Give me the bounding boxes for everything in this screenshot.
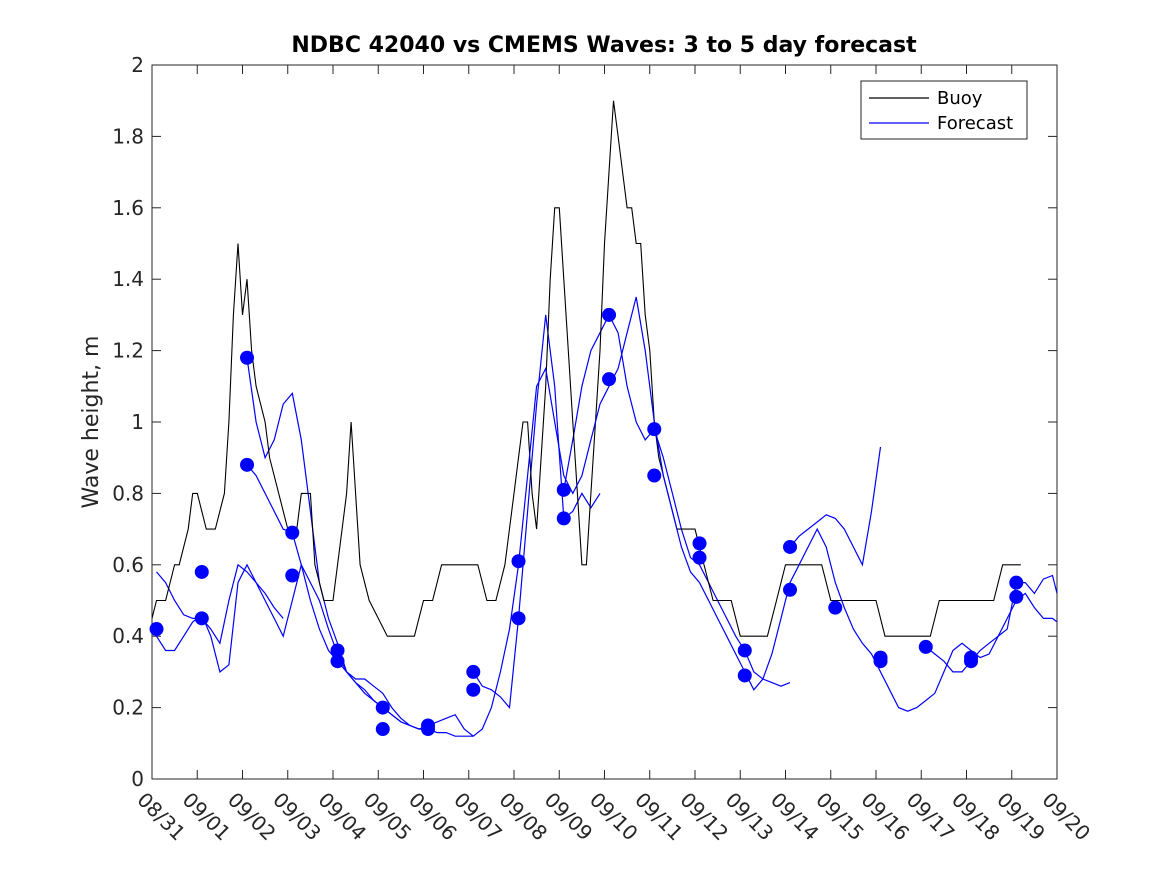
forecast-line [246, 357, 474, 737]
forecast-line [156, 563, 284, 645]
forecast-marker [285, 525, 300, 540]
forecast-marker [240, 350, 255, 365]
forecast-marker [692, 536, 707, 551]
forecast-line [472, 314, 601, 710]
y-tick-label: 1.2 [112, 339, 144, 363]
forecast-marker [737, 668, 752, 683]
forecast-line [563, 313, 791, 687]
forecast-marker [873, 654, 888, 669]
forecast-marker [783, 539, 798, 554]
forecast-marker [783, 582, 798, 597]
forecast-marker [466, 664, 481, 679]
chart-title: NDBC 42040 vs CMEMS Waves: 3 to 5 day fo… [291, 33, 917, 58]
y-tick-label: 1.4 [112, 267, 144, 291]
forecast-marker [828, 600, 843, 615]
y-tick-label: 0 [131, 767, 144, 791]
forecast-marker [1009, 575, 1024, 590]
forecast-marker [375, 700, 390, 715]
forecast-marker [556, 482, 571, 497]
forecast-marker [466, 682, 481, 697]
legend: Buoy Forecast [860, 80, 1028, 140]
forecast-marker [194, 611, 209, 626]
legend-box [860, 80, 1028, 140]
forecast-marker [240, 457, 255, 472]
y-tick-label: 0.8 [112, 481, 144, 505]
forecast-line [152, 296, 1057, 737]
legend-label-buoy: Buoy [937, 88, 983, 109]
forecast-marker [330, 654, 345, 669]
forecast-marker [511, 611, 526, 626]
y-tick-label: 1 [131, 410, 144, 434]
legend-label-forecast: Forecast [937, 113, 1013, 134]
forecast-marker [737, 643, 752, 658]
y-tick-label: 2 [131, 53, 144, 77]
forecast-marker [556, 511, 571, 526]
forecast-marker [647, 468, 662, 483]
forecast-marker [647, 422, 662, 437]
forecast-marker [330, 643, 345, 658]
forecast-marker [194, 564, 209, 579]
forecast-marker [964, 654, 979, 669]
y-tick-label: 0.4 [112, 624, 144, 648]
forecast-marker [602, 307, 617, 322]
forecast-marker [511, 554, 526, 569]
forecast-marker [285, 568, 300, 583]
forecast-marker [375, 722, 390, 737]
forecast-line [789, 446, 882, 567]
forecast-line [925, 574, 1057, 673]
y-tick-label: 0.6 [112, 553, 144, 577]
buoy-line [152, 100, 1021, 637]
y-tick-label: 0.2 [112, 696, 144, 720]
y-tick-label: 1.8 [112, 124, 144, 148]
y-axis-label: Wave height, m [79, 336, 104, 509]
forecast-marker [918, 639, 933, 654]
forecast-marker [149, 622, 164, 637]
forecast-marker [692, 550, 707, 565]
forecast-marker [602, 372, 617, 387]
y-tick-label: 1.6 [112, 196, 144, 220]
forecast-marker [421, 722, 436, 737]
forecast-marker [1009, 589, 1024, 604]
